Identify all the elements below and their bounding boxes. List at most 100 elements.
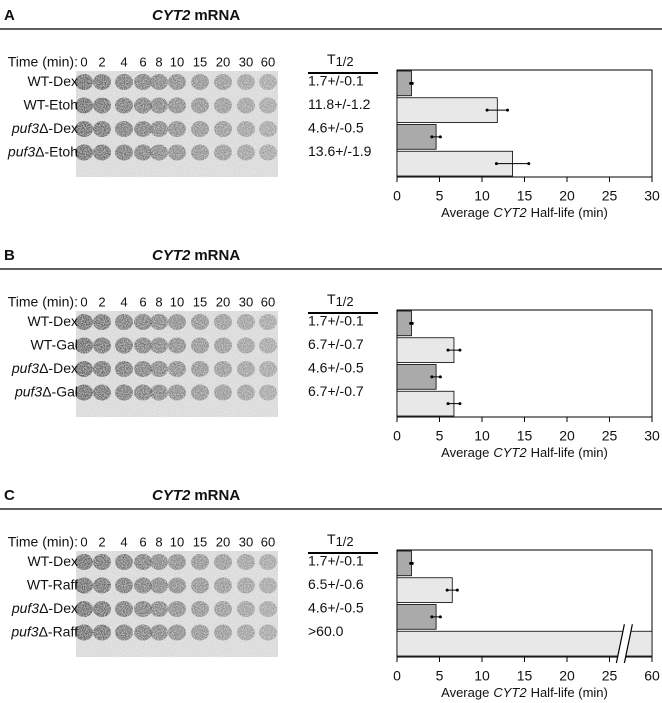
blot-band (259, 98, 277, 114)
figure: ACYT2mRNATime (min):024681015203060T1/2W… (0, 0, 662, 703)
title-gene: CYT2 (152, 7, 191, 24)
blot-band (134, 145, 152, 161)
time-value: 0 (80, 294, 87, 309)
x-tick-label: 0 (393, 428, 401, 444)
blot-band (168, 601, 186, 617)
row-label: WT-Dex (27, 313, 78, 329)
blot-band (214, 74, 232, 90)
blot (75, 551, 278, 657)
x-tick-label: 20 (559, 428, 575, 444)
row-gene: puf3 (11, 360, 39, 376)
blot-band (150, 145, 168, 161)
blot-band (150, 98, 168, 114)
row-gene: puf3 (14, 383, 42, 399)
time-value: 2 (98, 534, 105, 549)
blot-band (150, 121, 168, 137)
blot-band (168, 121, 186, 137)
blot-band (168, 145, 186, 161)
blot-band (214, 145, 232, 161)
error-cap (458, 349, 461, 352)
row-gene: puf3 (10, 623, 38, 639)
blot-band (214, 625, 232, 641)
bar (397, 338, 454, 363)
bar (397, 125, 436, 150)
blot-band (93, 578, 111, 594)
half-life-value: 4.6+/-0.5 (308, 600, 364, 616)
blot-band (115, 385, 133, 401)
blot-band (259, 625, 277, 641)
x-tick-label: 15 (517, 188, 533, 204)
bar (397, 365, 436, 390)
blot-band (259, 338, 277, 354)
x-tick-label: 20 (559, 188, 575, 204)
blot-band (191, 121, 209, 137)
row-label: puf3Δ-Gal (14, 383, 78, 399)
row-label: WT-Dex (27, 73, 78, 89)
blot-band (214, 601, 232, 617)
error-cap (411, 322, 414, 325)
blot-band (191, 385, 209, 401)
x-tick-label: 0 (393, 668, 401, 684)
blot-band (93, 554, 111, 570)
blot-band (115, 625, 133, 641)
row-condition: Δ-Dex (39, 600, 78, 616)
blot-band (150, 361, 168, 377)
error-cap (458, 402, 461, 405)
blot-band (191, 338, 209, 354)
error-cap (495, 162, 498, 165)
bar (397, 391, 454, 416)
blot-band (237, 601, 255, 617)
blot-band (150, 338, 168, 354)
blot-band (168, 338, 186, 354)
blot-band (259, 314, 277, 330)
blot-band (259, 361, 277, 377)
blot-band (93, 625, 111, 641)
blot-band (93, 338, 111, 354)
x-tick-label: 25 (602, 668, 618, 684)
blot-band (191, 98, 209, 114)
blot-band (259, 578, 277, 594)
x-label-prefix: Average (441, 685, 489, 700)
error-cap (446, 589, 449, 592)
time-value: 2 (98, 54, 105, 69)
x-tick-label: 30 (644, 188, 660, 204)
time-value: 6 (139, 54, 146, 69)
error-cap (447, 349, 450, 352)
blot-band (214, 361, 232, 377)
blot-band (93, 98, 111, 114)
x-label-prefix: Average (441, 205, 489, 220)
blot-band (115, 554, 133, 570)
blot-band (93, 121, 111, 137)
x-label-prefix: Average (441, 445, 489, 460)
row-condition: Δ-Gal (42, 383, 78, 399)
blot-band (150, 74, 168, 90)
error-cap (456, 589, 459, 592)
time-value: 60 (261, 534, 275, 549)
title-rest: mRNA (194, 487, 240, 504)
blot-band (259, 554, 277, 570)
time-value: 30 (239, 534, 253, 549)
x-tick-label: 5 (436, 188, 444, 204)
time-value: 10 (170, 54, 184, 69)
panel-title: CYT2mRNA (152, 7, 240, 24)
time-value: 4 (120, 54, 127, 69)
row-condition: WT-Dex (27, 553, 78, 569)
time-value: 4 (120, 294, 127, 309)
half-life-value: 11.8+/-1.2 (308, 96, 371, 112)
blot-band (115, 74, 133, 90)
header-sub: 1/2 (336, 294, 354, 309)
time-value: 15 (193, 294, 207, 309)
bar (397, 631, 652, 656)
half-life-header: T1/2 (327, 51, 354, 70)
error-cap (439, 135, 442, 138)
blot-band (237, 145, 255, 161)
error-cap (430, 375, 433, 378)
time-value: 20 (216, 294, 230, 309)
time-value: 6 (139, 534, 146, 549)
row-label: WT-Dex (27, 553, 78, 569)
error-cap (430, 135, 433, 138)
half-life-value: 4.6+/-0.5 (308, 360, 364, 376)
blot-band (93, 145, 111, 161)
row-condition: WT-Dex (27, 313, 78, 329)
blot-band (115, 121, 133, 137)
